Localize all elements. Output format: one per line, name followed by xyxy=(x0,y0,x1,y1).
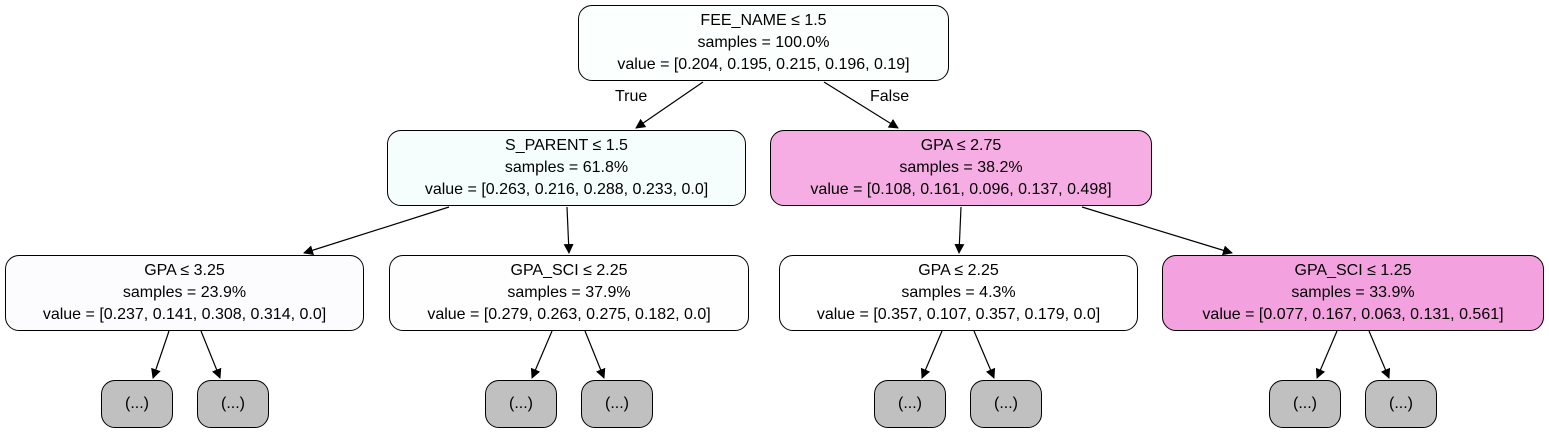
node-value: value = [0.077, 0.167, 0.063, 0.131, 0.5… xyxy=(1202,306,1504,323)
edge-n2-n5 xyxy=(954,206,965,254)
edge-n6-leaf8 xyxy=(1368,330,1391,379)
truncated-node: (...) xyxy=(101,380,173,428)
node-samples: samples = 61.8% xyxy=(504,159,629,176)
node-gpa-275: GPA ≤ 2.75 samples = 38.2% value = [0.10… xyxy=(770,130,1152,206)
edge-n3-leaf2 xyxy=(200,330,222,379)
node-value: value = [0.108, 0.161, 0.096, 0.137, 0.4… xyxy=(810,181,1112,198)
truncated-node: (...) xyxy=(1269,380,1341,428)
edge-n6-leaf7 xyxy=(1315,330,1338,379)
node-split: GPA_SCI ≤ 1.25 xyxy=(1294,262,1412,279)
node-value: value = [0.357, 0.107, 0.357, 0.179, 0.0… xyxy=(816,306,1101,323)
edge-n5-leaf6 xyxy=(973,330,996,379)
edge-n2-n6 xyxy=(1081,206,1233,256)
node-split: FEE_NAME ≤ 1.5 xyxy=(700,12,827,29)
node-value: value = [0.263, 0.216, 0.288, 0.233, 0.0… xyxy=(424,181,709,198)
node-root: FEE_NAME ≤ 1.5 samples = 100.0% value = … xyxy=(578,5,949,81)
node-value: value = [0.279, 0.263, 0.275, 0.182, 0.0… xyxy=(427,306,711,323)
node-samples: samples = 33.9% xyxy=(1291,284,1415,301)
node-samples: samples = 4.3% xyxy=(901,284,1016,301)
edge-n1-n3 xyxy=(303,206,450,256)
node-gpa-325: GPA ≤ 3.25 samples = 23.9% value = [0.23… xyxy=(5,255,364,331)
node-samples: samples = 38.2% xyxy=(899,159,1023,176)
edges xyxy=(151,81,1391,379)
truncated-node: (...) xyxy=(874,380,946,428)
edge-n3-leaf1 xyxy=(151,330,170,379)
node-samples: samples = 100.0% xyxy=(697,34,830,51)
truncated-node: (...) xyxy=(581,380,653,428)
edge-label-true: True xyxy=(615,88,648,105)
edge-root-n1 xyxy=(635,81,704,129)
node-gpa-225: GPA ≤ 2.25 samples = 4.3% value = [0.357… xyxy=(779,255,1138,331)
node-s-parent: S_PARENT ≤ 1.5 samples = 61.8% value = [… xyxy=(387,130,746,206)
edge-n4-leaf3 xyxy=(530,330,553,379)
truncated-node: (...) xyxy=(197,380,269,428)
node-split: GPA ≤ 2.75 xyxy=(920,137,1002,154)
node-samples: samples = 37.9% xyxy=(507,284,631,301)
truncated-node: (...) xyxy=(970,380,1042,428)
edge-root-n2 xyxy=(823,81,899,129)
node-gpa-sci-225: GPA_SCI ≤ 2.25 samples = 37.9% value = [… xyxy=(389,255,749,331)
node-value: value = [0.204, 0.195, 0.215, 0.196, 0.1… xyxy=(617,56,910,73)
edge-n5-leaf5 xyxy=(920,330,943,379)
node-split: S_PARENT ≤ 1.5 xyxy=(505,137,628,154)
node-value: value = [0.237, 0.141, 0.308, 0.314, 0.0… xyxy=(42,306,327,323)
edge-n1-n4 xyxy=(563,206,574,254)
truncated-node: (...) xyxy=(485,380,557,428)
node-gpa-sci-125: GPA_SCI ≤ 1.25 samples = 33.9% value = [… xyxy=(1162,255,1544,331)
node-samples: samples = 23.9% xyxy=(122,284,247,301)
edge-n4-leaf4 xyxy=(584,330,606,379)
node-split: GPA ≤ 2.25 xyxy=(918,262,999,279)
node-split: GPA ≤ 3.25 xyxy=(144,262,225,279)
truncated-node: (...) xyxy=(1365,380,1437,428)
edge-label-false: False xyxy=(870,88,910,105)
node-split: GPA_SCI ≤ 2.25 xyxy=(510,262,628,279)
